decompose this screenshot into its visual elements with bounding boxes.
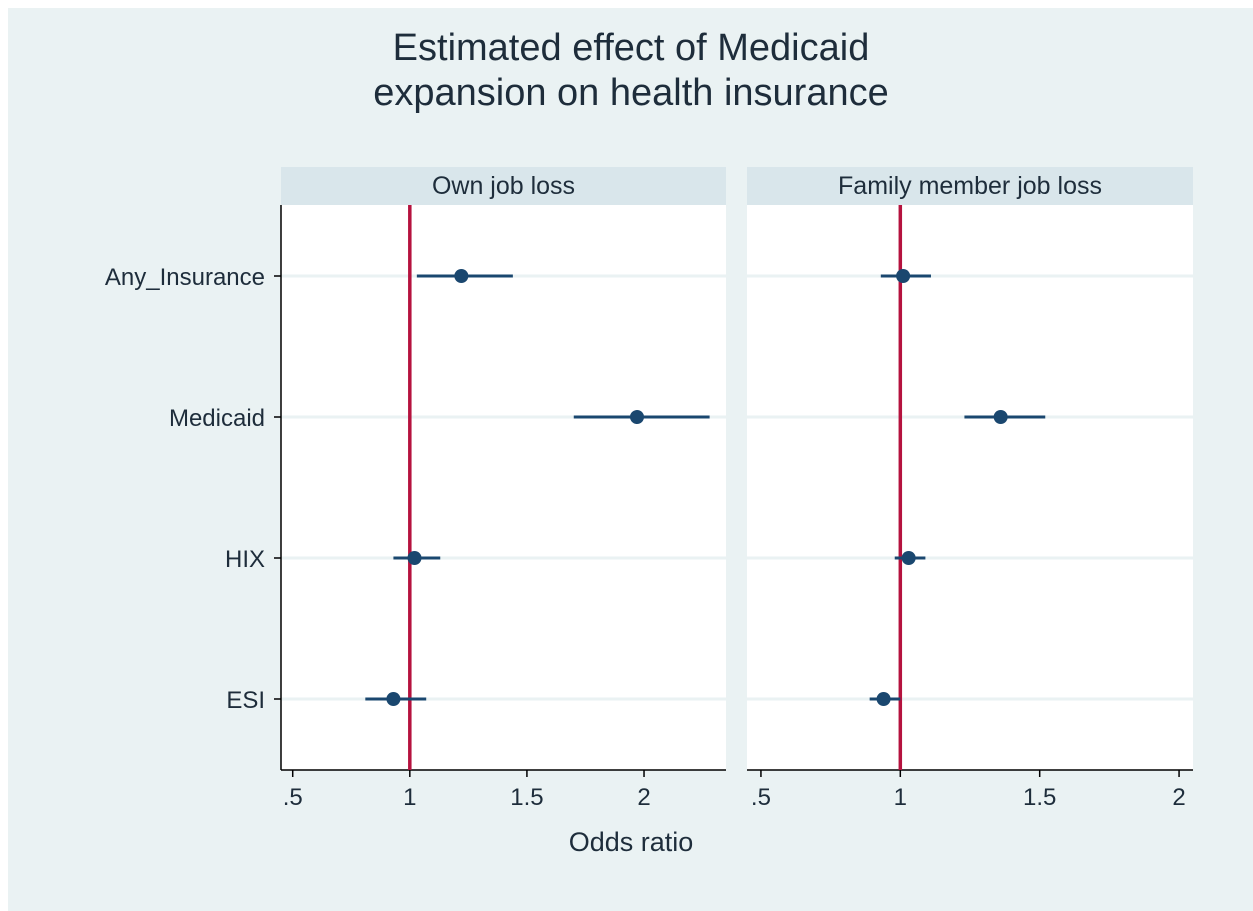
x-tick-label: 2 [1172,784,1185,811]
x-tick-label: 1 [403,784,416,811]
panel-1: Own job loss .5 1 1.5 2 [280,167,726,811]
x-tick-label: 2 [637,784,650,811]
point-estimate [630,410,644,424]
point-estimate [901,551,916,565]
chart-title-line-1: Estimated effect of Medicaid [393,27,870,69]
point-estimate [386,692,401,706]
x-tick-label: 1.5 [510,784,543,811]
plot-region [281,205,726,770]
y-tick-label: ESI [226,687,265,714]
point-estimate [454,269,469,283]
x-axis-label: Odds ratio [569,827,694,857]
panel-title: Family member job loss [838,172,1102,200]
y-tick-label: Any_Insurance [105,264,265,291]
y-tick-label: Medicaid [169,405,265,432]
point-estimate [407,551,422,565]
x-tick-label: .5 [283,784,303,811]
y-axis: Any_Insurance Medicaid HIX ESI [105,264,281,714]
chart-title-line-2: expansion on health insurance [373,72,889,114]
point-estimate [876,692,891,706]
chart-title: Estimated effect of Medicaid expansion o… [373,27,889,114]
x-tick-label: 1 [894,784,907,811]
point-estimate [896,269,911,283]
panel-strip [281,167,726,205]
panel-2: Family member job loss .5 1 1.5 2 [747,167,1193,811]
point-estimate [993,410,1008,424]
panel-title: Own job loss [432,172,575,200]
panel-strip [747,167,1193,205]
y-tick-label: HIX [225,546,265,573]
plot-region [747,205,1193,770]
x-tick-label: .5 [751,784,771,811]
x-tick-label: 1.5 [1023,784,1056,811]
